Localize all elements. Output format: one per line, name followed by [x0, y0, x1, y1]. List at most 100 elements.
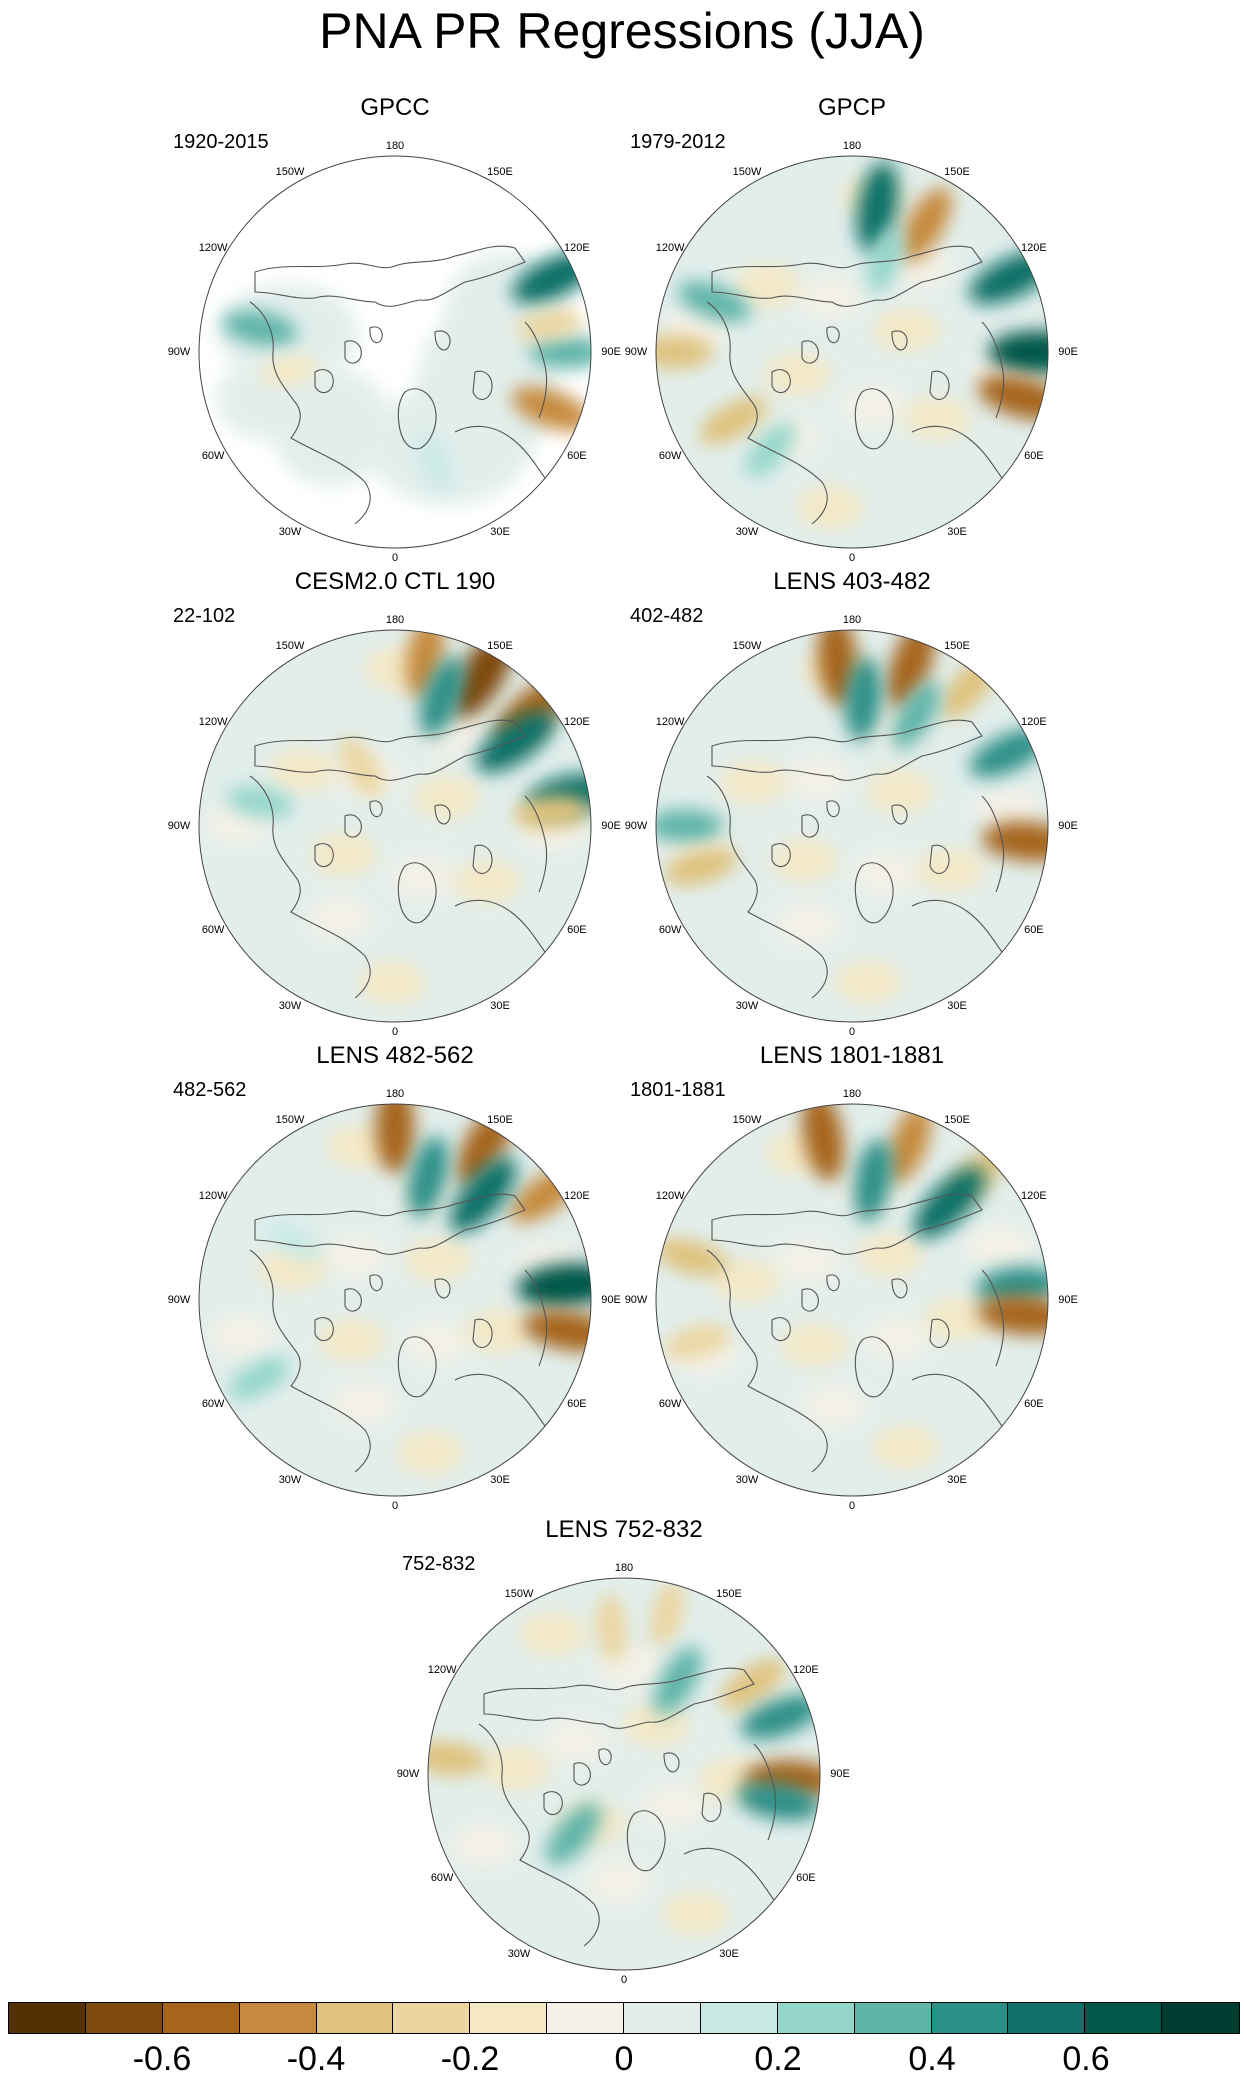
longitude-label: 120E	[1021, 1190, 1047, 1202]
dry-anomaly-blob	[650, 1580, 685, 1647]
coastline	[771, 843, 791, 868]
anomaly-blob	[317, 1318, 386, 1363]
dry-anomaly-blob	[513, 795, 590, 830]
coastline	[801, 340, 819, 364]
anomaly-blob	[320, 1234, 389, 1279]
longitude-label: 30E	[490, 526, 510, 539]
anomaly-blob	[412, 775, 481, 820]
coastline	[254, 245, 526, 307]
longitude-label: 90W	[167, 1294, 191, 1306]
longitude-label: 90E	[1058, 1294, 1078, 1306]
longitude-label: 120E	[564, 242, 590, 254]
anomaly-blob	[834, 959, 903, 1004]
panel-period: 482-562	[173, 1079, 247, 1101]
polar-map	[198, 629, 592, 1023]
map-background	[199, 630, 591, 1022]
coastline	[598, 1748, 612, 1766]
colorbar-box	[1008, 2003, 1086, 2033]
colorbar-box	[1085, 2003, 1163, 2033]
dry-anomaly-blob	[656, 1238, 729, 1276]
coastline	[454, 899, 546, 953]
longitude-label: 150E	[487, 1113, 513, 1126]
coastline	[573, 1762, 591, 1786]
polar-map	[655, 1103, 1049, 1497]
dry-anomaly-blob	[886, 1104, 932, 1184]
wet-anomaly-blob	[677, 281, 751, 322]
wet-anomaly-blob	[856, 161, 899, 253]
wet-anomaly-blob	[546, 1803, 602, 1866]
anomaly-blob	[329, 1381, 398, 1426]
map-border	[655, 155, 1049, 549]
longitude-label: 60W	[658, 450, 682, 462]
map-border	[427, 1577, 821, 1971]
longitude-label: 150E	[944, 165, 970, 178]
coastline	[854, 862, 894, 924]
longitude-label: 90E	[830, 1768, 850, 1780]
longitude-label: 120E	[793, 1664, 819, 1676]
anomaly-blob	[639, 1784, 708, 1829]
coastline	[663, 1752, 680, 1773]
coastline	[472, 1318, 493, 1349]
longitude-label: 120W	[198, 716, 228, 728]
coastline	[454, 1373, 546, 1427]
map-background	[428, 1578, 820, 1970]
anomaly-blob	[902, 396, 971, 441]
coastline	[711, 719, 983, 781]
colorbar-tick-label: 0.4	[908, 2040, 956, 2078]
longitude-label: 60E	[796, 1872, 816, 1884]
coastline	[891, 804, 908, 825]
coastline	[524, 795, 548, 893]
coastline	[981, 321, 1005, 419]
map-border	[655, 629, 1049, 1023]
coastline	[397, 388, 437, 450]
coastline	[472, 844, 493, 875]
longitude-label: 30E	[947, 526, 967, 539]
anomaly-blob	[872, 307, 941, 352]
anomaly-blob	[770, 838, 839, 883]
map-panel-cesm2-ctl: CESM2.0 CTL 190 22-102 180 150E 120E 90E 60E…	[165, 566, 625, 1038]
panel-title: CESM2.0 CTL 190	[294, 568, 496, 595]
longitude-label: 30W	[507, 1948, 531, 1961]
coastline	[891, 330, 908, 351]
panel-period: 1979-2012	[630, 131, 726, 153]
anomaly-blob	[799, 1384, 868, 1429]
coastline	[524, 1269, 548, 1367]
colorbar-box	[316, 2003, 394, 2033]
longitude-label: 90E	[1058, 346, 1078, 358]
longitude-label: 90W	[396, 1768, 420, 1780]
coastline	[434, 1278, 451, 1299]
anomaly-blob	[450, 1823, 519, 1868]
longitude-label: 0	[391, 1026, 399, 1038]
colorbar-box	[777, 2003, 855, 2033]
dry-anomaly-blob	[595, 1593, 627, 1662]
colorbar-tick-label: 0	[614, 2040, 634, 2078]
longitude-label: 60W	[201, 450, 225, 462]
longitude-label: 120E	[1021, 716, 1047, 728]
wet-anomaly-blob	[988, 331, 1048, 373]
panel-title: GPCC	[360, 94, 430, 121]
longitude-label: 30W	[735, 526, 759, 539]
wet-anomaly-blob	[226, 786, 294, 819]
anomaly-blob	[396, 1430, 465, 1475]
coastline	[254, 719, 526, 781]
longitude-label: 150E	[944, 639, 970, 652]
coastline	[711, 1193, 983, 1255]
coastline	[981, 1269, 1005, 1367]
colorbar-box	[470, 2003, 548, 2033]
longitude-label: 30W	[278, 1000, 302, 1013]
panel-period: 22-102	[173, 605, 236, 627]
anomaly-blob	[871, 1425, 940, 1470]
colorbar-box	[931, 2003, 1009, 2033]
longitude-label: 150E	[716, 1587, 742, 1600]
wet-anomaly-blob	[450, 1157, 517, 1233]
anomaly-blob	[622, 1702, 691, 1747]
wet-anomaly-blob	[740, 1694, 820, 1740]
colorbar-boxes	[8, 2002, 1240, 2034]
coastline	[344, 814, 362, 838]
longitude-label: 150W	[275, 639, 305, 652]
longitude-label: 60W	[201, 1398, 225, 1410]
longitude-label: 30W	[278, 526, 302, 539]
colorbar-box	[1162, 2003, 1239, 2033]
wet-anomaly-blob	[529, 335, 591, 369]
anomaly-blob	[973, 787, 1042, 832]
